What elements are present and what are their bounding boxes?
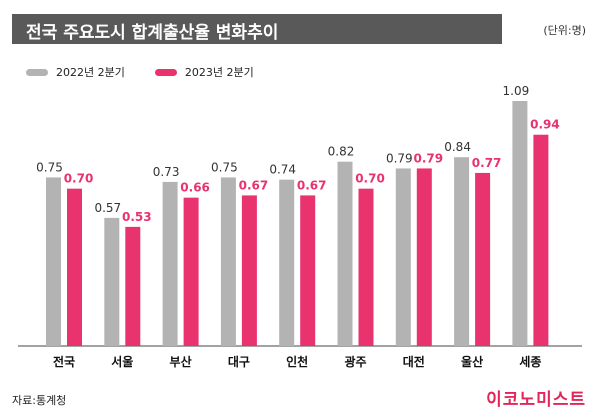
- title-bar: 전국 주요도시 합계출산율 변화추이: [12, 14, 502, 44]
- bar-2022-0: [46, 177, 61, 346]
- value-label-2022-6: 0.79: [386, 151, 413, 165]
- bar-2022-2: [162, 181, 178, 346]
- source-note: 자료:통계청: [12, 394, 67, 407]
- category-label-0: 전국: [53, 354, 75, 369]
- category-label-2: 부산: [170, 354, 192, 369]
- bar-2023-8: [533, 134, 549, 346]
- category-label-3: 대구: [228, 355, 250, 369]
- value-label-2022-0: 0.75: [36, 160, 63, 174]
- bar-2023-7: [475, 172, 491, 346]
- value-label-2023-1: 0.53: [122, 210, 152, 224]
- legend-item-2022: 2022년 2분기: [26, 64, 125, 80]
- value-label-2023-8: 0.94: [530, 118, 560, 132]
- category-label-1: 서울: [111, 354, 133, 369]
- value-label-2022-5: 0.82: [328, 145, 355, 159]
- value-label-2022-2: 0.73: [153, 165, 180, 179]
- bar-2023-1: [125, 226, 141, 346]
- value-label-2023-3: 0.67: [239, 178, 269, 192]
- bar-2022-7: [454, 157, 470, 346]
- bar-2023-4: [300, 195, 316, 346]
- bar-2023-0: [67, 188, 82, 346]
- category-label-8: 세종: [519, 354, 541, 369]
- legend: 2022년 2분기 2023년 2분기: [26, 64, 284, 80]
- unit-label: (단위:명): [543, 24, 586, 37]
- bar-2022-6: [395, 168, 411, 346]
- category-label-5: 광주: [344, 354, 366, 369]
- value-label-2023-6: 0.79: [413, 151, 443, 165]
- category-label-6: 대전: [403, 354, 425, 369]
- bar-2023-2: [183, 197, 199, 346]
- bar-2023-5: [358, 188, 374, 346]
- chart-title: 전국 주요도시 합계출산율 변화추이: [26, 23, 279, 43]
- bar-2023-6: [416, 168, 432, 346]
- chart-header: 전국 주요도시 합계출산율 변화추이 (단위:명): [12, 14, 588, 44]
- value-label-2023-7: 0.77: [472, 156, 502, 170]
- bar-2023-3: [241, 195, 257, 346]
- value-label-2022-4: 0.74: [269, 163, 296, 177]
- bar-2022-8: [512, 101, 528, 346]
- legend-swatch-2023: [154, 68, 177, 76]
- value-label-2023-0: 0.70: [64, 172, 94, 186]
- legend-label-2023: 2023년 2분기: [184, 66, 254, 79]
- bar-2022-1: [104, 217, 120, 346]
- bar-2022-4: [279, 179, 295, 346]
- value-label-2023-5: 0.70: [355, 172, 385, 186]
- value-label-2022-7: 0.84: [444, 140, 471, 154]
- value-label-2022-8: 1.09: [503, 84, 530, 98]
- value-label-2022-1: 0.57: [94, 201, 121, 215]
- bar-2022-3: [220, 177, 236, 346]
- category-label-7: 울산: [461, 354, 483, 369]
- bar-2022-5: [337, 161, 353, 346]
- brand-logo: 이코노미스트: [486, 390, 586, 410]
- value-label-2022-3: 0.75: [211, 160, 238, 174]
- legend-swatch-2022: [26, 68, 48, 76]
- category-label-4: 인천: [286, 354, 308, 369]
- legend-item-2023: 2023년 2분기: [154, 64, 254, 80]
- legend-label-2022: 2022년 2분기: [56, 66, 125, 79]
- value-label-2023-4: 0.67: [297, 178, 327, 192]
- value-label-2023-2: 0.66: [180, 181, 210, 195]
